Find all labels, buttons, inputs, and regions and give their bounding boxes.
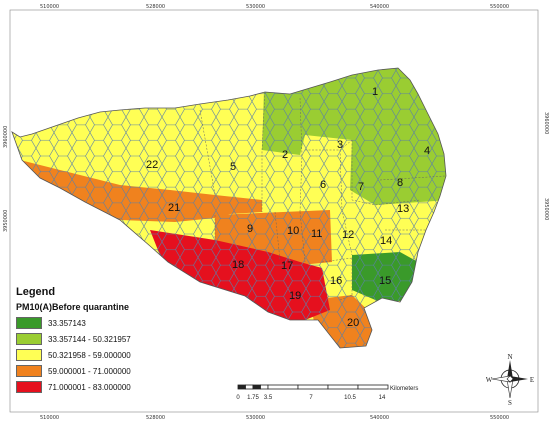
- legend-item: 71.000001 - 83.000000: [16, 379, 166, 395]
- top-tick-label: 530000: [246, 4, 265, 10]
- compass-south: S: [508, 399, 512, 406]
- scale-tick: 7: [309, 395, 313, 401]
- scale-tick: 10.5: [344, 395, 356, 401]
- district-label: 5: [230, 161, 236, 173]
- district-label: 7: [358, 181, 364, 193]
- district-label: 21: [168, 202, 180, 214]
- district-label: 1: [372, 86, 378, 98]
- district-label: 22: [146, 159, 158, 171]
- scale-tick: 3.5: [264, 395, 273, 401]
- top-tick-label: 550000: [490, 4, 509, 10]
- legend-label: 33.357143: [48, 318, 86, 328]
- district-label: 17: [281, 260, 293, 272]
- scale-tick: 0: [236, 395, 240, 401]
- legend-swatch: [16, 349, 42, 361]
- scale-tick: 1.75: [247, 395, 259, 401]
- district-label: 15: [379, 275, 391, 287]
- district-label: 4: [424, 145, 430, 157]
- legend-item: 33.357143: [16, 315, 166, 331]
- legend-label: 33.357144 - 50.321957: [48, 334, 131, 344]
- right-tick-label: 3950000: [543, 198, 549, 220]
- district-label: 12: [342, 229, 354, 241]
- compass-west: W: [486, 376, 493, 384]
- right-tick-label: 3960000: [543, 112, 549, 134]
- bottom-tick-label: 540000: [370, 415, 389, 421]
- district-label: 6: [320, 179, 326, 191]
- top-tick-label: 528000: [146, 4, 165, 10]
- legend-item: 33.357144 - 50.321957: [16, 331, 166, 347]
- district-label: 20: [347, 317, 359, 329]
- scale-unit: Kilometers: [390, 386, 418, 392]
- legend-swatch: [16, 381, 42, 393]
- bottom-tick-label: 530000: [246, 415, 265, 421]
- district-label: 2: [282, 149, 288, 161]
- scale-bar: Kilometers 0 1.75 3.5 7 10.5 14: [236, 384, 418, 401]
- left-tick-label: 3950000: [3, 210, 9, 232]
- district-label: 18: [232, 259, 244, 271]
- legend-swatch: [16, 317, 42, 329]
- legend: Legend PM10(A)Before quarantine 33.35714…: [16, 286, 166, 395]
- top-tick-label: 510000: [40, 4, 59, 10]
- legend-label: 50.321958 - 59.000000: [48, 350, 131, 360]
- district-boundaries: [199, 91, 446, 301]
- top-tick-label: 540000: [370, 4, 389, 10]
- district-label: 16: [330, 275, 342, 287]
- legend-item: 50.321958 - 59.000000: [16, 347, 166, 363]
- district-label: 13: [397, 203, 409, 215]
- district-label: 14: [380, 235, 392, 247]
- legend-item: 59.000001 - 71.000000: [16, 363, 166, 379]
- scale-tick: 14: [379, 395, 386, 401]
- compass-east: E: [530, 376, 534, 384]
- district-label: 8: [397, 177, 403, 189]
- district-label: 11: [311, 228, 322, 240]
- legend-label: 59.000001 - 71.000000: [48, 366, 131, 376]
- compass-rose-icon: N S E W: [486, 353, 534, 406]
- map-frame: [9, 9, 539, 413]
- legend-label: 71.000001 - 83.000000: [48, 382, 131, 392]
- bottom-tick-label: 550000: [490, 415, 509, 421]
- district-label: 3: [337, 139, 343, 151]
- bottom-tick-label: 510000: [40, 415, 59, 421]
- district-label: 10: [287, 225, 299, 237]
- legend-subtitle: PM10(A)Before quarantine: [16, 302, 130, 312]
- legend-swatch: [16, 333, 42, 345]
- district-label: 9: [247, 223, 253, 235]
- legend-title: Legend: [16, 286, 56, 298]
- district-label: 19: [289, 290, 301, 302]
- legend-swatch: [16, 365, 42, 377]
- city-outline: [11, 67, 447, 349]
- bottom-tick-label: 528000: [146, 415, 165, 421]
- compass-north: N: [507, 353, 512, 361]
- left-tick-label: 3960000: [3, 126, 9, 148]
